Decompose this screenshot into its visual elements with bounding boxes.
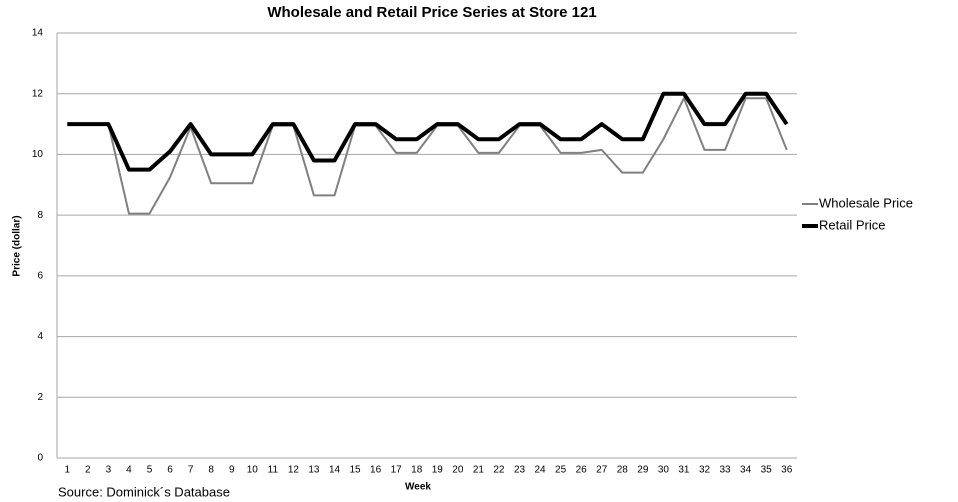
y-tick-label: 10 [32, 149, 44, 160]
y-axis-label: Price (dollar) [12, 215, 23, 276]
x-tick-label: 13 [308, 465, 320, 476]
x-tick-label: 7 [188, 465, 194, 476]
y-tick-label: 2 [37, 392, 43, 403]
chart-title: Wholesale and Retail Price Series at Sto… [267, 4, 596, 21]
y-tick-label: 8 [37, 210, 43, 221]
x-tick-label: 34 [740, 465, 752, 476]
x-tick-label: 3 [106, 465, 112, 476]
x-tick-label: 12 [288, 465, 300, 476]
y-tick-label: 14 [32, 28, 44, 39]
x-tick-label: 21 [473, 465, 485, 476]
x-tick-label: 24 [534, 465, 546, 476]
x-tick-label: 28 [617, 465, 629, 476]
x-tick-label: 25 [555, 465, 567, 476]
x-tick-label: 16 [370, 465, 382, 476]
x-tick-label: 32 [699, 465, 711, 476]
x-tick-label: 1 [64, 465, 70, 476]
x-tick-label: 8 [208, 465, 214, 476]
legend-label: Wholesale Price [819, 195, 913, 210]
x-tick-label: 5 [147, 465, 153, 476]
line-series [67, 97, 788, 215]
legend-label: Retail Price [819, 217, 885, 232]
x-tick-label: 30 [658, 465, 670, 476]
x-tick-label: 29 [637, 465, 649, 476]
x-tick-label: 14 [329, 465, 341, 476]
x-tick-label: 11 [268, 465, 279, 476]
x-tick-label: 2 [85, 465, 91, 476]
x-axis-label: Week [405, 482, 431, 493]
y-tick-label: 0 [37, 453, 43, 464]
y-tick-label: 4 [37, 331, 43, 342]
x-tick-label: 22 [493, 465, 505, 476]
x-tick-label: 35 [761, 465, 773, 476]
x-tick-label: 19 [432, 465, 444, 476]
x-tick-label: 33 [719, 465, 731, 476]
x-tick-label: 36 [781, 465, 793, 476]
x-tick-label: 27 [596, 465, 608, 476]
x-tick-label: 10 [247, 465, 259, 476]
x-tick-label: 20 [452, 465, 464, 476]
x-tick-label: 9 [229, 465, 235, 476]
x-tick-label: 6 [167, 465, 173, 476]
y-tick-label: 6 [37, 270, 43, 281]
source-note: Source: Dominick´s Database [58, 484, 230, 499]
x-tick-label: 26 [576, 465, 588, 476]
y-tick-label: 12 [32, 88, 44, 99]
x-tick-label: 31 [678, 465, 690, 476]
x-tick-label: 18 [411, 465, 423, 476]
x-tick-label: 4 [126, 465, 132, 476]
x-tick-label: 17 [391, 465, 403, 476]
x-tick-label: 15 [349, 465, 361, 476]
line-series [67, 91, 789, 172]
x-tick-label: 23 [514, 465, 526, 476]
